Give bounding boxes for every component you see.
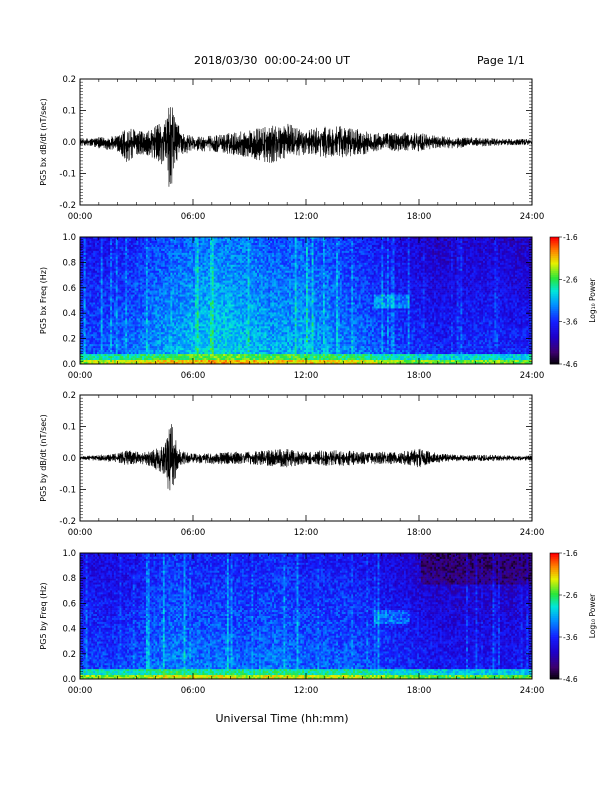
chart-panel-1: 00:00 06:00 12:00 18:00 24:00 0.2 0.1 0.0 -0.1 -0… bbox=[39, 75, 544, 222]
y-tick-label: 0.2 bbox=[62, 335, 76, 345]
y-tick-label: 0.2 bbox=[62, 650, 76, 660]
colorbar-label: Log₁₀ Power bbox=[588, 593, 597, 638]
colorbar-tick-label: -4.6 bbox=[563, 675, 578, 684]
colorbar-tick-label: -3.6 bbox=[563, 633, 578, 642]
y-tick-label: 0.0 bbox=[62, 675, 76, 685]
y-axis-label: PG5 by Freq (Hz) bbox=[39, 582, 48, 649]
x-tick-label: 06:00 bbox=[181, 686, 206, 696]
y-tick-label: 0.0 bbox=[62, 138, 76, 148]
colorbar-label: Log₁₀ Power bbox=[588, 277, 597, 322]
y-tick-label: -0.2 bbox=[59, 517, 76, 527]
x-tick-label: 24:00 bbox=[520, 212, 545, 222]
x-tick-label: 24:00 bbox=[520, 371, 545, 381]
colorbar: -1.6 -2.6 -3.6 -4.6 Log₁₀ Power bbox=[550, 549, 597, 684]
series-line bbox=[80, 424, 532, 490]
y-axis-label: PG5 bx Freq (Hz) bbox=[39, 267, 48, 334]
colorbar-tick-label: -1.6 bbox=[563, 549, 578, 558]
y-tick-label: 0.2 bbox=[62, 75, 76, 85]
x-tick-label: 18:00 bbox=[407, 686, 432, 696]
y-tick-label: -0.2 bbox=[59, 201, 76, 211]
x-tick-label: 18:00 bbox=[407, 371, 432, 381]
y-tick-label: 0.0 bbox=[62, 360, 76, 370]
x-tick-label: 24:00 bbox=[520, 686, 545, 696]
x-tick-label: 18:00 bbox=[407, 528, 432, 538]
x-tick-label: 12:00 bbox=[294, 686, 319, 696]
y-tick-label: 0.6 bbox=[62, 599, 76, 609]
colorbar-tick-label: -2.6 bbox=[563, 591, 578, 600]
y-tick-label: -0.1 bbox=[59, 486, 76, 496]
y-tick-label: 0.4 bbox=[62, 309, 76, 319]
heatmap-cells bbox=[80, 553, 532, 679]
x-tick-label: 18:00 bbox=[407, 212, 432, 222]
chart-panel-3: 00:00 06:00 12:00 18:00 24:00 0.2 0.1 0.0 -0.1 -0… bbox=[39, 391, 544, 538]
colorbar-tick-label: -1.6 bbox=[563, 233, 578, 242]
colorbar-tick-label: -2.6 bbox=[563, 275, 578, 284]
y-tick-label: 0.1 bbox=[62, 423, 76, 433]
colorbar-tick-label: -4.6 bbox=[563, 360, 578, 369]
x-tick-label: 00:00 bbox=[68, 686, 93, 696]
y-axis-label: PG5 by dB/dt (nT/sec) bbox=[39, 414, 48, 501]
y-tick-label: 0.8 bbox=[62, 574, 76, 584]
y-tick-label: 0.0 bbox=[62, 454, 76, 464]
y-tick-label: 0.4 bbox=[62, 625, 76, 635]
chart-panel-4: -1.6 -2.6 -3.6 -4.6 Log₁₀ Power 00:00 06:00 12:… bbox=[39, 549, 597, 725]
y-axis-label: PG5 bx dB/dt (nT/sec) bbox=[39, 98, 48, 185]
y-tick-label: 1.0 bbox=[62, 549, 76, 559]
x-tick-label: 00:00 bbox=[68, 528, 93, 538]
x-axis-label: Universal Time (hh:mm) bbox=[216, 712, 349, 725]
colorbar-tick-label: -3.6 bbox=[563, 318, 578, 327]
colorbar: -1.6 -2.6 -3.6 -4.6 Log₁₀ Power bbox=[550, 233, 597, 369]
y-tick-label: 0.2 bbox=[62, 391, 76, 401]
heatmap-cells bbox=[80, 237, 532, 364]
x-tick-label: 12:00 bbox=[294, 528, 319, 538]
x-tick-label: 12:00 bbox=[294, 371, 319, 381]
x-tick-label: 12:00 bbox=[294, 212, 319, 222]
series-line bbox=[80, 107, 532, 187]
chart-panel-2: -1.6 -2.6 -3.6 -4.6 Log₁₀ Power 00:00 06:00 12:… bbox=[39, 233, 597, 381]
x-tick-label: 06:00 bbox=[181, 528, 206, 538]
x-tick-label: 24:00 bbox=[520, 528, 545, 538]
y-tick-label: 0.1 bbox=[62, 107, 76, 117]
x-tick-label: 06:00 bbox=[181, 212, 206, 222]
y-tick-label: -0.1 bbox=[59, 170, 76, 180]
x-tick-label: 00:00 bbox=[68, 371, 93, 381]
y-tick-label: 0.8 bbox=[62, 258, 76, 268]
x-tick-label: 06:00 bbox=[181, 371, 206, 381]
x-tick-label: 00:00 bbox=[68, 212, 93, 222]
y-tick-label: 1.0 bbox=[62, 233, 76, 243]
y-tick-label: 0.6 bbox=[62, 284, 76, 294]
